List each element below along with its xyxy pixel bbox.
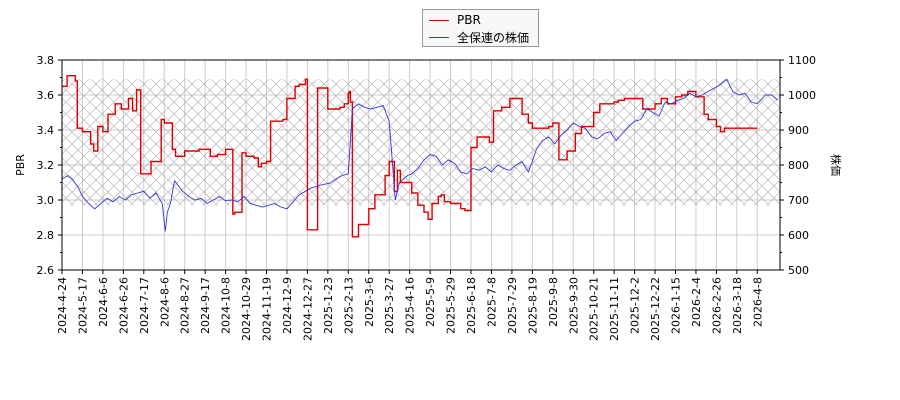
y-tick-label-right: 800 [788, 159, 809, 172]
x-tick-label: 2025-2-13 [342, 277, 355, 334]
y-tick-label-left: 3.8 [37, 54, 55, 67]
x-tick-label: 2026-4-8 [751, 277, 764, 327]
x-tick-label: 2024-8-27 [179, 277, 192, 334]
x-tick-label: 2026-1-15 [670, 277, 683, 334]
y-tick-label-left: 2.6 [37, 264, 55, 277]
x-tick-label: 2026-3-18 [731, 277, 744, 334]
legend: PBR 全保連の株価 [422, 9, 539, 47]
series-layer [62, 75, 779, 238]
y-axis-left: 3.8 3.6 3.4 3.2 3.0 2.8 2.6 [37, 54, 62, 277]
x-tick-label: 2025-11-11 [608, 277, 621, 341]
x-tick-label: 2025-1-23 [322, 277, 335, 334]
y-tick-label-right: 500 [788, 264, 809, 277]
x-tick-label: 2025-3-27 [383, 277, 396, 334]
x-tick-label: 2024-11-19 [261, 277, 274, 341]
y-tick-label-right: 900 [788, 124, 809, 137]
x-tick-label: 2024-12-9 [281, 277, 294, 334]
x-tick-label: 2024-6-26 [117, 277, 130, 334]
y-tick-label-left: 3.6 [37, 89, 55, 102]
x-tick-label: 2025-7-8 [485, 277, 498, 327]
x-tick-label: 2024-5-17 [76, 277, 89, 334]
y-axis-left-label: PBR [14, 154, 27, 176]
x-tick-label: 2025-9-30 [567, 277, 580, 334]
x-tick-label: 2026-2-26 [710, 277, 723, 334]
x-tick-label: 2024-6-6 [97, 277, 110, 327]
shaded-band [62, 79, 780, 206]
y-axis-right: 1100 1000 900 800 700 600 500 [780, 54, 816, 277]
x-tick-label: 2024-12-27 [301, 277, 314, 341]
x-tick-label: 2025-4-16 [404, 277, 417, 334]
y-tick-label-left: 3.4 [37, 124, 55, 137]
x-tick-label: 2025-7-29 [506, 277, 519, 334]
pbr-line [62, 75, 758, 238]
x-tick-label: 2026-2-4 [690, 277, 703, 327]
legend-item-stock-price: 全保連の株価 [429, 29, 529, 45]
x-tick-label: 2024-10-29 [240, 277, 253, 341]
x-tick-label: 2025-10-21 [588, 277, 601, 341]
y-tick-label-right: 1000 [788, 89, 816, 102]
y-tick-label-right: 700 [788, 194, 809, 207]
x-tick-label: 2025-12-2 [629, 277, 642, 334]
y-tick-label-left: 3.2 [37, 159, 55, 172]
y-tick-label-right: 600 [788, 229, 809, 242]
y-tick-label-left: 3.0 [37, 194, 55, 207]
x-tick-label: 2025-12-22 [649, 277, 662, 341]
x-tick-label: 2025-8-19 [526, 277, 539, 334]
x-tick-label: 2025-5-29 [445, 277, 458, 334]
x-tick-label: 2025-9-8 [547, 277, 560, 327]
x-tick-label: 2024-4-24 [56, 277, 69, 334]
stock-price-line [62, 78, 779, 232]
x-tick-label: 2024-7-17 [138, 277, 151, 334]
x-tick-label: 2024-10-8 [220, 277, 233, 334]
legend-swatch-red-line-icon [429, 19, 449, 21]
legend-item-pbr: PBR [429, 12, 481, 28]
y-axis-right-label: 株価 [829, 154, 843, 176]
x-axis: 2024-4-24 2024-5-17 2024-6-6 2024-6-26 2024-… [56, 270, 764, 341]
x-tick-label: 2025-6-18 [465, 277, 478, 334]
legend-label: PBR [457, 13, 481, 27]
y-tick-label-left: 2.8 [37, 229, 55, 242]
legend-label: 全保連の株価 [457, 30, 530, 45]
x-tick-label: 2024-9-17 [199, 277, 212, 334]
x-tick-label: 2024-8-6 [158, 277, 171, 327]
y-tick-label-right: 1100 [788, 54, 816, 67]
legend-swatch-blue-line-icon [429, 36, 449, 38]
x-tick-label: 2025-5-9 [424, 277, 437, 327]
x-tick-label: 2025-3-6 [363, 277, 376, 327]
